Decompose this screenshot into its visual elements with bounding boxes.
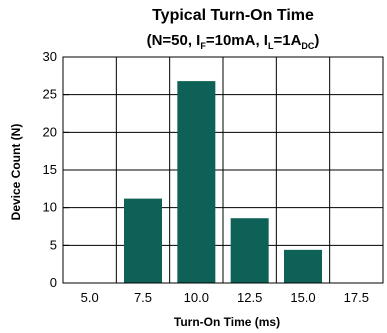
title-sub-f: F	[200, 41, 206, 51]
y-tick-label-0: 0	[50, 275, 57, 290]
title-suffix: )	[314, 32, 319, 49]
x-tick-label-10.0: 10.0	[184, 290, 209, 305]
bar-12.5	[230, 218, 269, 283]
title-mid1: =10mA, I	[206, 32, 268, 49]
bar-10.0	[177, 81, 216, 284]
plot-frame-layer	[62, 56, 384, 284]
bar-7.5	[124, 198, 162, 283]
x-tick-label-15.0: 15.0	[290, 290, 315, 305]
y-tick-label-25: 25	[43, 87, 57, 102]
bar-layer	[124, 81, 322, 284]
y-tick-label-30: 30	[43, 49, 57, 64]
x-tick-label-5.0: 5.0	[81, 290, 99, 305]
y-tick-label-10: 10	[43, 200, 57, 215]
title-sub-l: L	[268, 41, 274, 51]
chart-title-line2: (N=50, IF=10mA, IL=1ADC)	[147, 32, 320, 51]
y-tick-label-5: 5	[50, 237, 57, 252]
y-tick-labels: 0 5 10 15 20 25 30	[43, 49, 57, 290]
title-sub-dc: DC	[301, 41, 314, 51]
x-tick-label-7.5: 7.5	[134, 290, 152, 305]
y-axis-label: Device Count (N)	[9, 124, 23, 221]
x-axis-label: Turn-On Time (ms)	[174, 315, 280, 329]
title-prefix: (N=50, I	[147, 32, 201, 49]
x-tick-label-12.5: 12.5	[237, 290, 262, 305]
y-tick-label-20: 20	[43, 124, 57, 139]
grid-layer	[63, 56, 383, 284]
chart-title-line1: Typical Turn-On Time	[152, 7, 314, 24]
y-tick-label-15: 15	[43, 162, 57, 177]
x-tick-label-17.5: 17.5	[344, 290, 369, 305]
bar-15.0	[284, 249, 322, 283]
plot-frame	[62, 56, 384, 284]
x-tick-labels: 5.0 7.5 10.0 12.5 15.0 17.5	[81, 290, 369, 305]
title-mid2: =1A	[273, 32, 301, 49]
